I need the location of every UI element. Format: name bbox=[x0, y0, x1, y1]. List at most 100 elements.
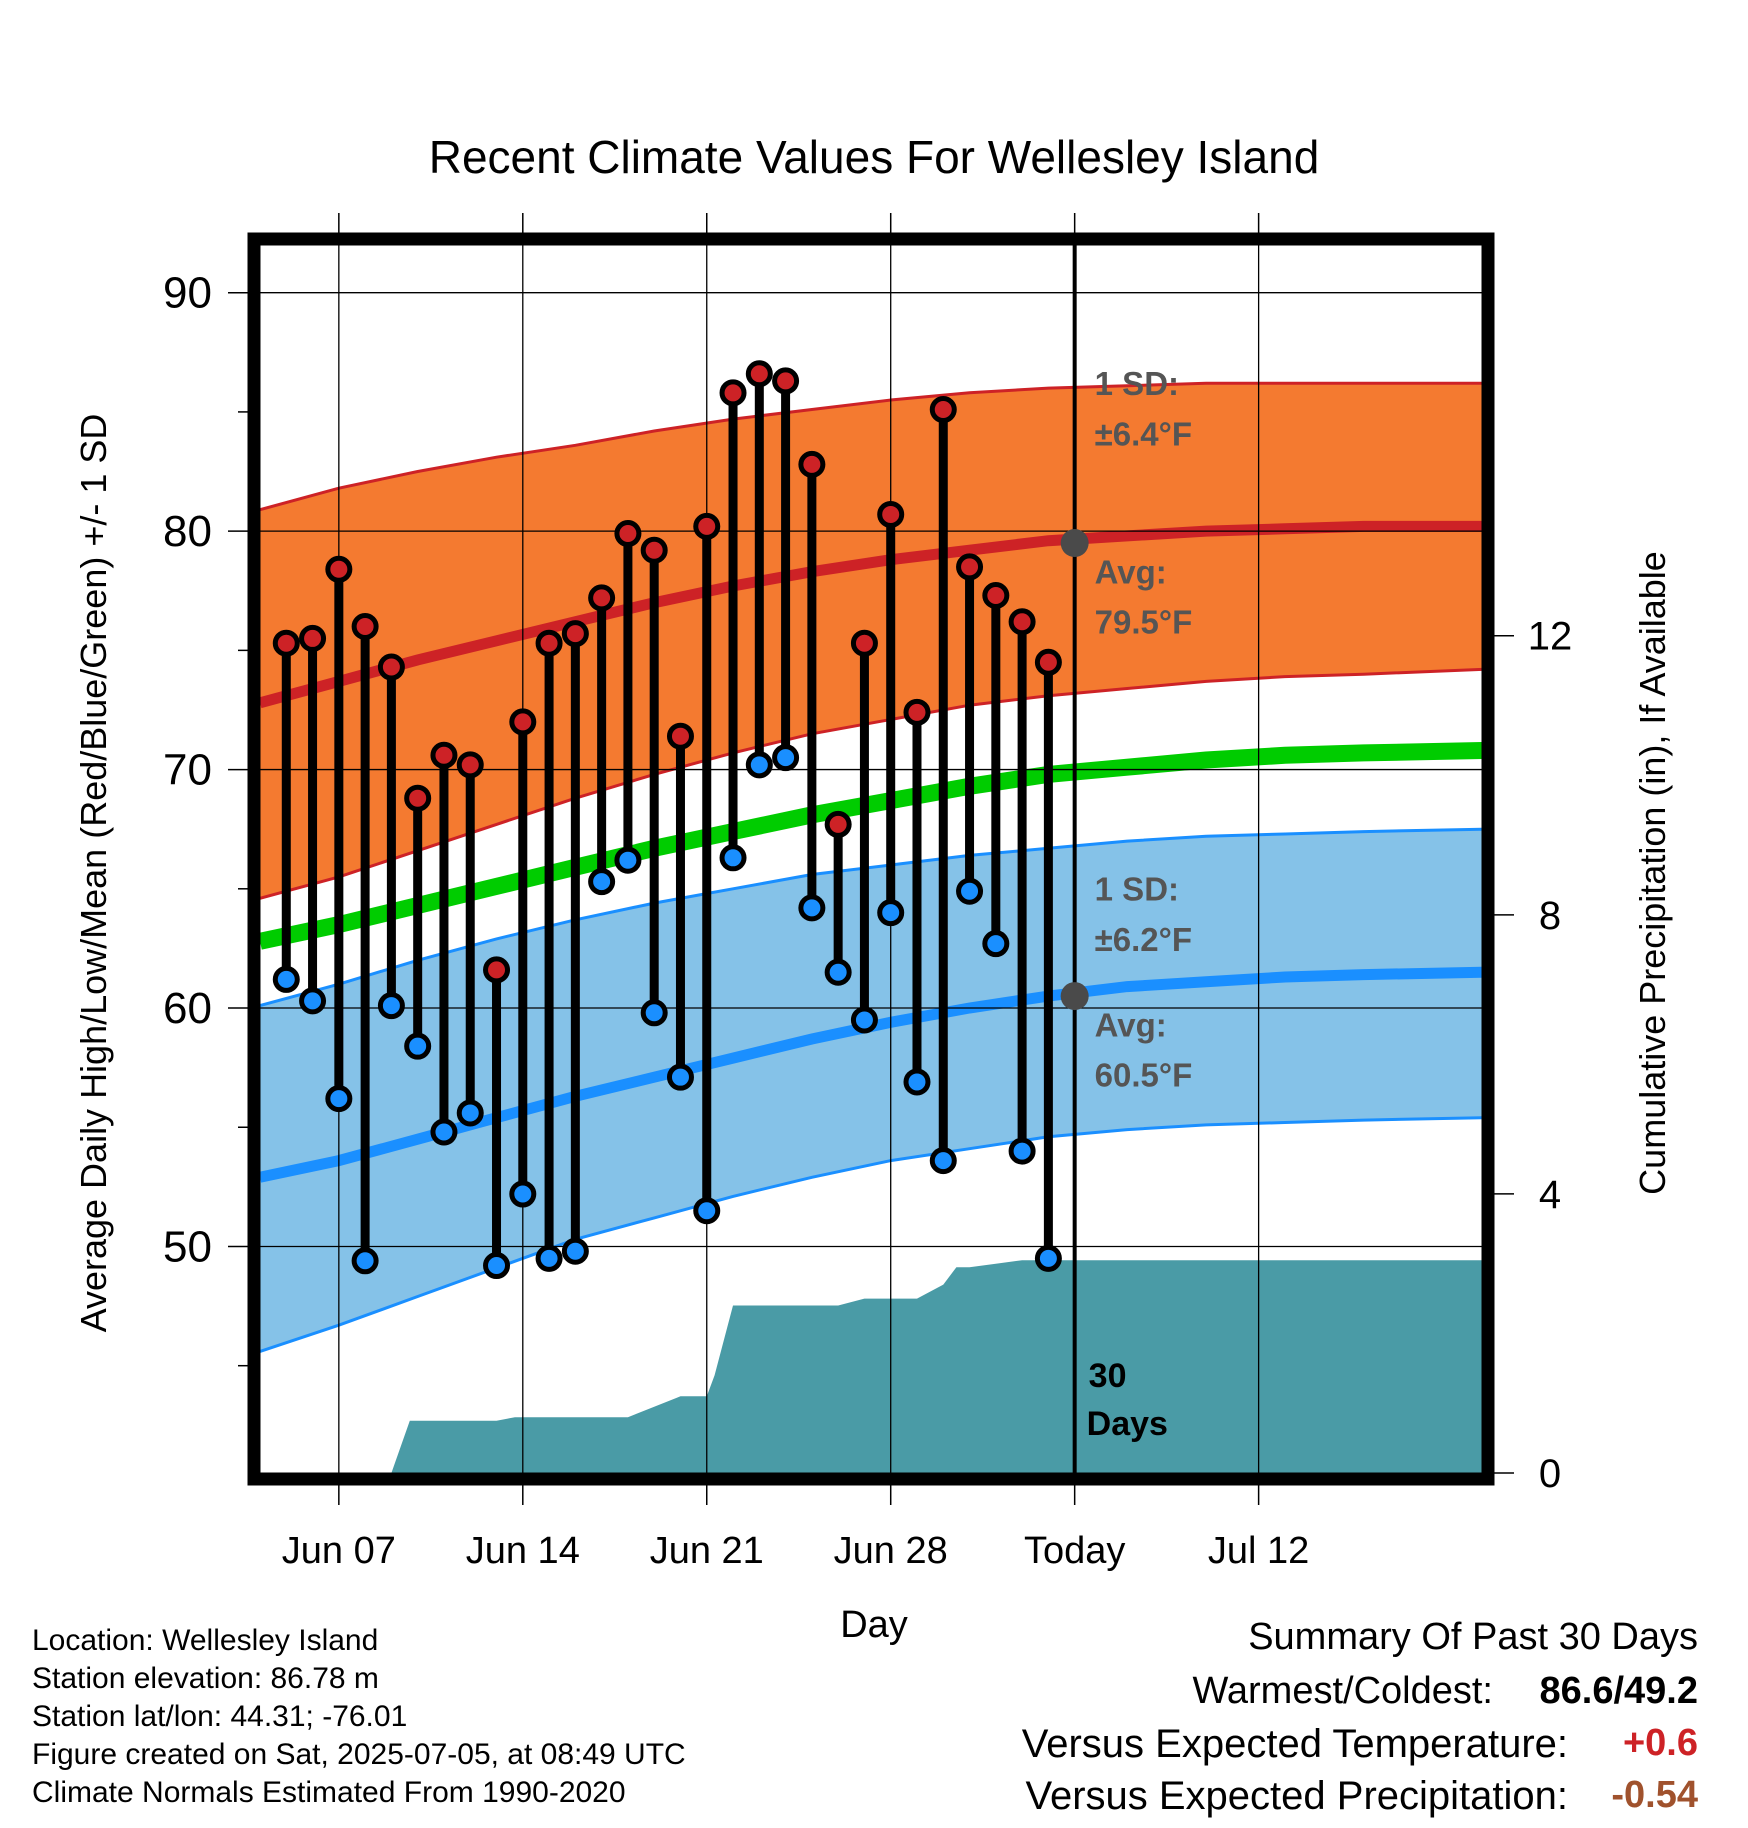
warm-cold-label: Warmest/Coldest: bbox=[1192, 1670, 1493, 1712]
plot-area: 1 SD: ±6.4°F Avg: 79.5°F 1 SD: ±6.2°F Avg: 60.5… bbox=[260, 245, 1482, 1473]
precipitation-area bbox=[260, 1260, 1482, 1473]
daily-high-point bbox=[377, 653, 405, 681]
low-avg-label: Avg: bbox=[1095, 1007, 1167, 1044]
y2-axis-title: Cumulative Precipitation (in), If Availa… bbox=[1632, 551, 1673, 1195]
daily-high-point bbox=[956, 553, 984, 581]
daily-low-point bbox=[982, 930, 1010, 958]
daily-high-point bbox=[299, 624, 327, 652]
daily-low-point bbox=[272, 965, 300, 993]
daily-low-point bbox=[929, 1147, 957, 1175]
chart-title: Recent Climate Values For Wellesley Isla… bbox=[429, 131, 1320, 183]
daily-high-point bbox=[798, 450, 826, 478]
daily-high-point bbox=[561, 620, 589, 648]
warm-cold-value: 86.6/49.2 bbox=[1539, 1670, 1698, 1712]
high-avg-label: Avg: bbox=[1095, 554, 1167, 591]
x-tick-label: Jul 12 bbox=[1208, 1530, 1309, 1572]
y-tick-label: 90 bbox=[163, 269, 212, 318]
daily-high-point bbox=[666, 722, 694, 750]
period-label-unit: Days bbox=[1087, 1405, 1168, 1443]
high-avg-value: 79.5°F bbox=[1095, 604, 1193, 641]
daily-low-point bbox=[903, 1068, 931, 1096]
daily-high-point bbox=[850, 629, 878, 657]
y2-tick-label: 8 bbox=[1539, 894, 1561, 938]
today-high-avg-marker bbox=[1060, 529, 1089, 558]
daily-high-point bbox=[456, 751, 484, 779]
latlon-text: Station lat/lon: 44.31; -76.01 bbox=[32, 1700, 408, 1733]
daily-high-point bbox=[640, 536, 668, 564]
y2-tick-label: 4 bbox=[1539, 1173, 1561, 1217]
daily-low-point bbox=[772, 744, 800, 772]
daily-low-point bbox=[798, 894, 826, 922]
x-tick-label: Jun 28 bbox=[834, 1530, 948, 1572]
plot-frame bbox=[247, 232, 1495, 1486]
daily-low-point bbox=[404, 1032, 432, 1060]
daily-low-point bbox=[588, 868, 616, 896]
axes: 50 60 70 80 90 0 4 8 12 Jun 07 Jun 14 Jun 21 Jun 28 T… bbox=[163, 213, 1572, 1572]
y-tick-label: 50 bbox=[163, 1222, 212, 1271]
daily-high-point bbox=[693, 512, 721, 540]
daily-low-point bbox=[325, 1085, 353, 1113]
daily-low-point bbox=[824, 958, 852, 986]
y2-tick-label: 0 bbox=[1539, 1452, 1561, 1496]
x-tick-label: Today bbox=[1024, 1530, 1125, 1572]
daily-high-point bbox=[483, 956, 511, 984]
high-sd-band-upper-edge bbox=[260, 381, 1482, 512]
daily-high-point bbox=[1034, 648, 1062, 676]
x-axis-title: Day bbox=[840, 1604, 908, 1646]
period-label-count: 30 bbox=[1089, 1357, 1127, 1395]
high-sd-label: 1 SD: bbox=[1095, 365, 1179, 402]
y-tick-label: 80 bbox=[163, 507, 212, 556]
elevation-text: Station elevation: 86.78 m bbox=[32, 1662, 379, 1695]
daily-low-point bbox=[614, 846, 642, 874]
daily-high-point bbox=[509, 708, 537, 736]
precip-departure-label: Versus Expected Precipitation: bbox=[1025, 1774, 1568, 1818]
daily-low-point bbox=[299, 987, 327, 1015]
daily-high-point bbox=[745, 360, 773, 388]
x-tick-label: Jun 07 bbox=[282, 1530, 396, 1572]
temp-departure-value: +0.6 bbox=[1622, 1722, 1698, 1764]
daily-high-point bbox=[272, 629, 300, 657]
x-tick-label: Jun 21 bbox=[650, 1530, 764, 1572]
low-sd-label: 1 SD: bbox=[1095, 871, 1179, 908]
daily-low-point bbox=[561, 1237, 589, 1265]
daily-high-point bbox=[719, 379, 747, 407]
normals-text: Climate Normals Estimated From 1990-2020 bbox=[32, 1776, 626, 1809]
x-tick-label: Jun 14 bbox=[466, 1530, 580, 1572]
low-avg-line bbox=[260, 966, 1482, 1183]
daily-low-point bbox=[1034, 1244, 1062, 1272]
daily-low-point bbox=[483, 1252, 511, 1280]
daily-high-point bbox=[588, 584, 616, 612]
y-tick-label: 70 bbox=[163, 746, 212, 795]
location-text: Location: Wellesley Island bbox=[32, 1624, 379, 1657]
daily-low-point bbox=[430, 1118, 458, 1146]
low-sd-band-upper-edge bbox=[260, 827, 1482, 1008]
daily-low-point bbox=[640, 999, 668, 1027]
daily-high-point bbox=[903, 698, 931, 726]
daily-low-point bbox=[745, 751, 773, 779]
daily-low-point bbox=[693, 1197, 721, 1225]
daily-low-point bbox=[377, 992, 405, 1020]
daily-high-point bbox=[877, 500, 905, 528]
daily-low-point bbox=[535, 1244, 563, 1272]
precip-departure-value: -0.54 bbox=[1611, 1774, 1698, 1816]
daily-high-point bbox=[614, 520, 642, 548]
daily-high-point bbox=[430, 741, 458, 769]
y-tick-label: 60 bbox=[163, 984, 212, 1033]
daily-low-point bbox=[719, 844, 747, 872]
daily-high-point bbox=[982, 582, 1010, 610]
daily-low-point bbox=[351, 1247, 379, 1275]
y2-tick-label: 12 bbox=[1528, 615, 1573, 659]
low-sd-band-lower-edge bbox=[260, 1116, 1482, 1353]
daily-low-point bbox=[956, 877, 984, 905]
low-sd-value: ±6.2°F bbox=[1095, 921, 1192, 958]
low-sd-band bbox=[260, 829, 1482, 1352]
high-avg-line bbox=[260, 520, 1482, 709]
daily-high-point bbox=[1008, 608, 1036, 636]
daily-low-point bbox=[509, 1180, 537, 1208]
daily-low-point bbox=[456, 1099, 484, 1127]
daily-low-point bbox=[666, 1063, 694, 1091]
daily-high-point bbox=[325, 555, 353, 583]
daily-high-point bbox=[351, 613, 379, 641]
daily-high-point bbox=[824, 810, 852, 838]
high-sd-band-lower-edge bbox=[260, 667, 1482, 900]
